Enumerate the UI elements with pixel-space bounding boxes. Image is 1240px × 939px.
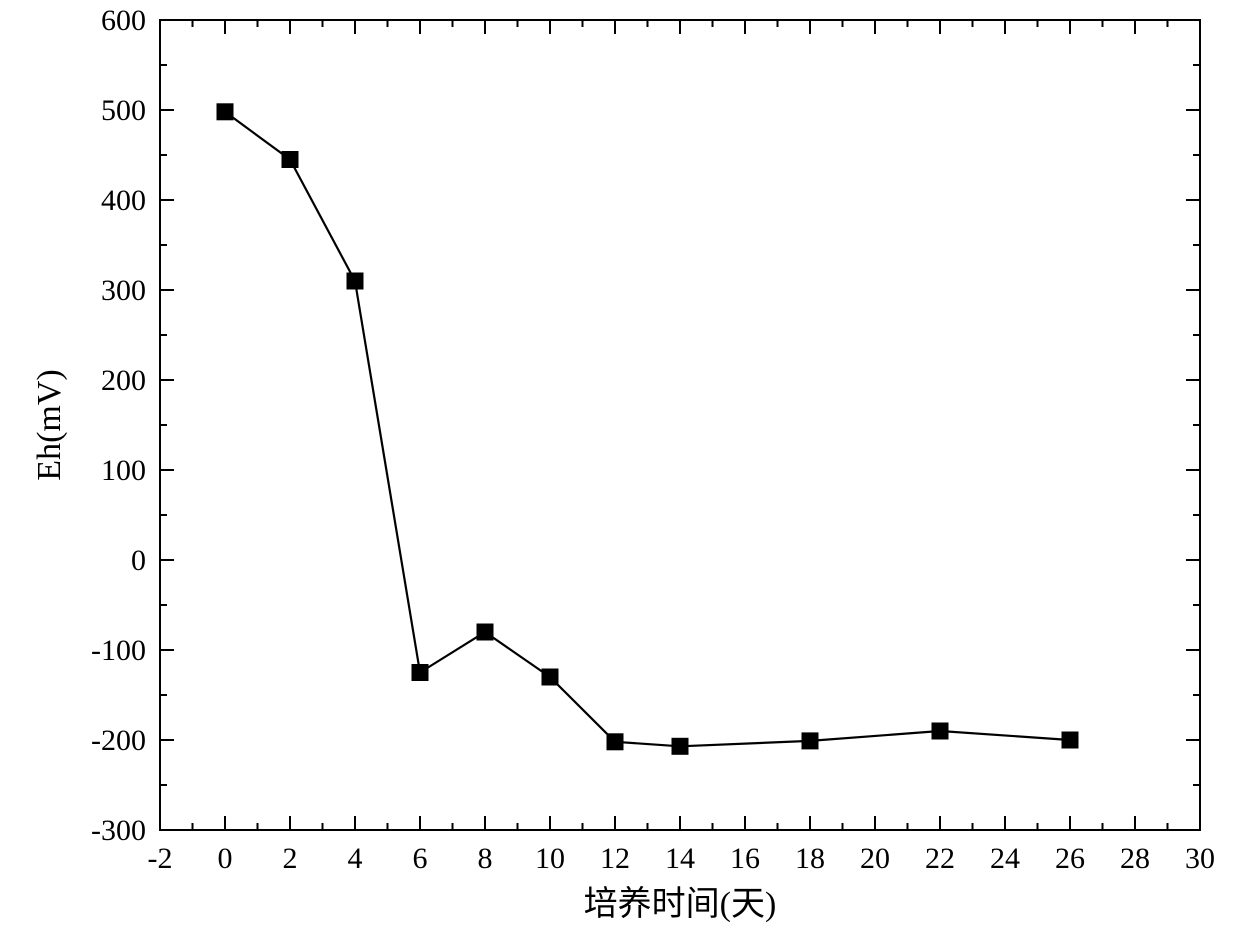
data-marker (412, 665, 428, 681)
x-tick-label: -2 (148, 842, 173, 875)
y-axis-title: Eh(mV) (31, 369, 68, 480)
x-tick-label: 0 (218, 842, 233, 875)
x-tick-label: 10 (535, 842, 565, 875)
x-tick-label: 14 (665, 842, 695, 875)
x-tick-label: 12 (600, 842, 630, 875)
data-marker (607, 734, 623, 750)
x-tick-label: 20 (860, 842, 890, 875)
x-tick-label: 6 (413, 842, 428, 875)
y-tick-label: 400 (101, 184, 146, 217)
x-tick-label: 18 (795, 842, 825, 875)
line-chart: -2024681012141618202224262830-300-200-10… (0, 0, 1240, 939)
data-marker (347, 273, 363, 289)
y-tick-label: 200 (101, 364, 146, 397)
x-tick-label: 2 (283, 842, 298, 875)
y-tick-label: -200 (91, 724, 146, 757)
x-tick-label: 30 (1185, 842, 1215, 875)
data-marker (477, 624, 493, 640)
y-tick-label: 500 (101, 94, 146, 127)
x-tick-label: 28 (1120, 842, 1150, 875)
y-tick-label: 0 (131, 544, 146, 577)
data-marker (217, 104, 233, 120)
x-tick-label: 8 (478, 842, 493, 875)
x-tick-label: 22 (925, 842, 955, 875)
data-marker (542, 669, 558, 685)
y-tick-label: -100 (91, 634, 146, 667)
y-tick-label: 300 (101, 274, 146, 307)
data-marker (282, 152, 298, 168)
x-tick-label: 26 (1055, 842, 1085, 875)
y-tick-label: 100 (101, 454, 146, 487)
x-axis-title: 培养时间(天) (584, 885, 777, 923)
y-tick-label: 600 (101, 4, 146, 37)
chart-container: -2024681012141618202224262830-300-200-10… (0, 0, 1240, 939)
data-marker (932, 723, 948, 739)
x-tick-label: 24 (990, 842, 1020, 875)
data-marker (672, 738, 688, 754)
data-marker (1062, 732, 1078, 748)
y-tick-label: -300 (91, 814, 146, 847)
x-tick-label: 4 (348, 842, 363, 875)
data-marker (802, 733, 818, 749)
x-tick-label: 16 (730, 842, 760, 875)
